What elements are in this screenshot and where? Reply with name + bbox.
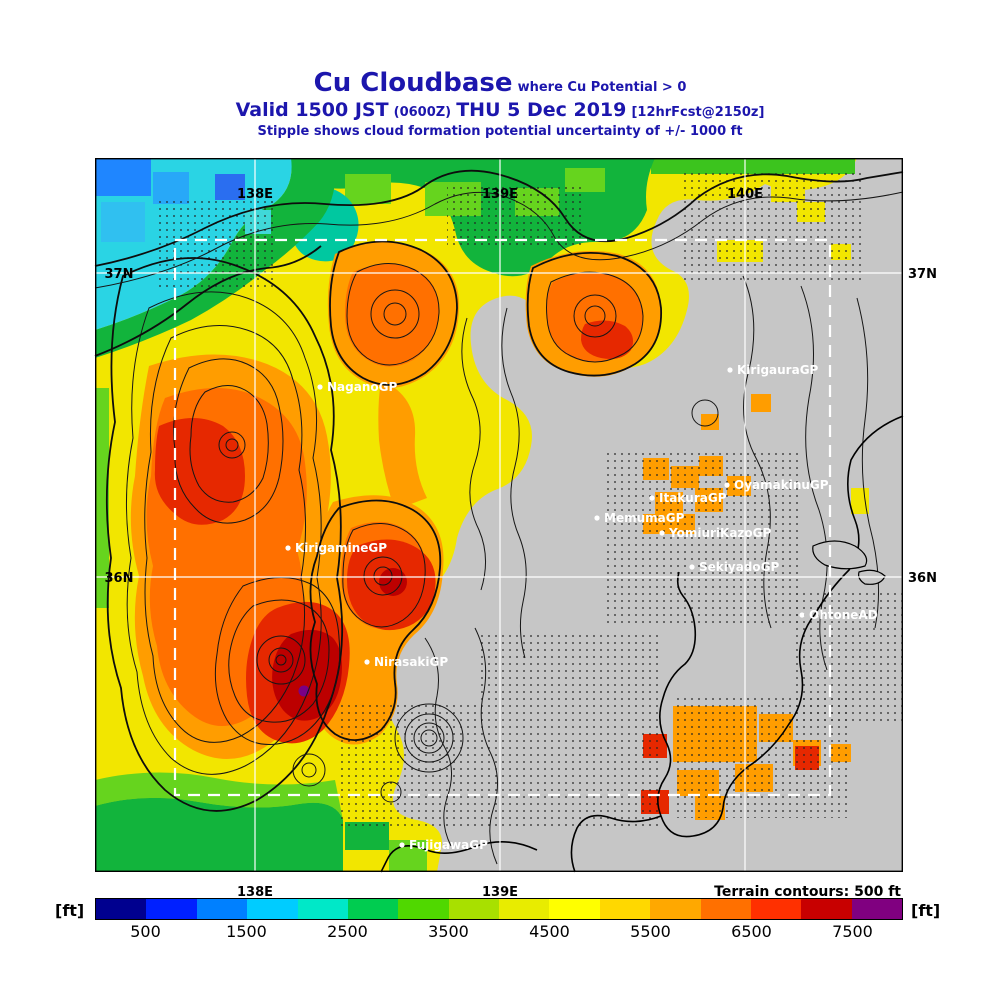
colorbar-tick-label: 7500 bbox=[832, 922, 873, 941]
title-qualifier: where Cu Potential > 0 bbox=[517, 80, 687, 95]
colorbar-segment bbox=[146, 899, 197, 919]
site-marker-dot bbox=[727, 367, 733, 373]
axis-label: 140E bbox=[727, 187, 763, 202]
axis-labels: 138E 139E 140E 37N 36N 37N 36N 138E 139E Terrain … bbox=[105, 187, 937, 900]
colorbar-segment bbox=[96, 899, 147, 919]
site-label: ItakuraGP bbox=[659, 491, 727, 505]
title-line: Cu Cloudbase where Cu Potential > 0 bbox=[0, 68, 1000, 98]
map-canvas: NaganoGP KirigauraGP KirigamineGP ItakuraGP… bbox=[94, 157, 937, 900]
map-frame bbox=[94, 157, 903, 872]
valid-time: Valid 1500 JST bbox=[235, 99, 389, 121]
axis-label: 37N bbox=[105, 267, 134, 282]
lat-lon-grid bbox=[95, 158, 903, 872]
axis-label: 138E bbox=[237, 885, 273, 900]
site-label: KirigamineGP bbox=[295, 541, 387, 555]
colorbar-unit-left: [ft] bbox=[55, 901, 85, 920]
colorbar-segment bbox=[448, 899, 499, 919]
site-marker-dot bbox=[649, 495, 655, 501]
site-label: NirasakiGP bbox=[374, 655, 448, 669]
site-label: YomiuriKazoGP bbox=[668, 526, 771, 540]
colorbar bbox=[95, 898, 903, 920]
colorbar-tick-label: 6500 bbox=[731, 922, 772, 941]
coastline bbox=[380, 415, 904, 873]
site-marker-dot bbox=[285, 545, 291, 551]
colorbar-segment bbox=[599, 899, 651, 919]
colorbar-tick-label: 2500 bbox=[327, 922, 368, 941]
terrain-contours bbox=[94, 169, 904, 865]
site-markers: NaganoGP KirigauraGP KirigamineGP ItakuraGP… bbox=[285, 363, 878, 852]
inner-domain-dashed-box bbox=[173, 238, 832, 797]
colorbar-segment bbox=[750, 899, 802, 919]
site-marker-dot bbox=[659, 530, 665, 536]
axis-label: 139E bbox=[482, 187, 518, 202]
site-label: NaganoGP bbox=[327, 380, 397, 394]
colorbar-tick-label: 4500 bbox=[529, 922, 570, 941]
site-marker-dot bbox=[399, 842, 405, 848]
forecast-run-note: [12hrFcst@2150z] bbox=[631, 105, 765, 120]
colorbar-segment bbox=[247, 899, 298, 919]
valid-time-line: Valid 1500 JST (0600Z) THU 5 Dec 2019 [1… bbox=[0, 99, 1000, 121]
site-marker-dot bbox=[689, 564, 695, 570]
colorbar-tick-label: 5500 bbox=[630, 922, 671, 941]
axis-label: 138E bbox=[237, 187, 273, 202]
colorbar-tick-label: 3500 bbox=[428, 922, 469, 941]
site-label: KirigauraGP bbox=[737, 363, 819, 377]
colorbar-segment bbox=[549, 899, 600, 919]
axis-label: 36N bbox=[105, 571, 134, 586]
site-label: FujigawaGP bbox=[409, 838, 488, 852]
colorbar-segment bbox=[347, 899, 399, 919]
site-marker-dot bbox=[317, 384, 323, 390]
site-marker-dot bbox=[594, 515, 600, 521]
axis-label: 37N bbox=[908, 267, 937, 282]
terrain-contours-note: Terrain contours: 500 ft bbox=[714, 884, 901, 900]
colorbar-segment bbox=[398, 899, 449, 919]
site-marker-dot bbox=[364, 659, 370, 665]
stipple-note: Stipple shows cloud formation potential … bbox=[257, 124, 743, 139]
site-label: SekiyadoGP bbox=[699, 560, 779, 574]
colorbar-segment bbox=[196, 899, 248, 919]
colorbar-unit-right: [ft] bbox=[911, 901, 941, 920]
site-label: OhtoneAD bbox=[809, 608, 878, 622]
colorbar-tick-label: 1500 bbox=[226, 922, 267, 941]
valid-zulu: (0600Z) bbox=[393, 105, 452, 120]
axis-label: 139E bbox=[482, 885, 518, 900]
colorbar-segment bbox=[801, 899, 852, 919]
colorbar-segment bbox=[851, 899, 902, 919]
page-title: Cu Cloudbase bbox=[313, 68, 513, 98]
site-marker-dot bbox=[799, 612, 805, 618]
site-label: MemumaGP bbox=[604, 511, 685, 525]
colorbar-labels: 500 1500 2500 3500 4500 5500 6500 7500 bbox=[95, 922, 903, 942]
colorbar-segment bbox=[499, 899, 550, 919]
colorbar-segment bbox=[650, 899, 701, 919]
site-label: OyamakinuGP bbox=[734, 478, 829, 492]
colorbar-segment bbox=[700, 899, 751, 919]
site-marker-dot bbox=[724, 482, 730, 488]
colorbar-tick-label: 500 bbox=[130, 922, 161, 941]
valid-date: THU 5 Dec 2019 bbox=[456, 99, 627, 121]
axis-label: 36N bbox=[908, 571, 937, 586]
colorbar-segment bbox=[297, 899, 348, 919]
